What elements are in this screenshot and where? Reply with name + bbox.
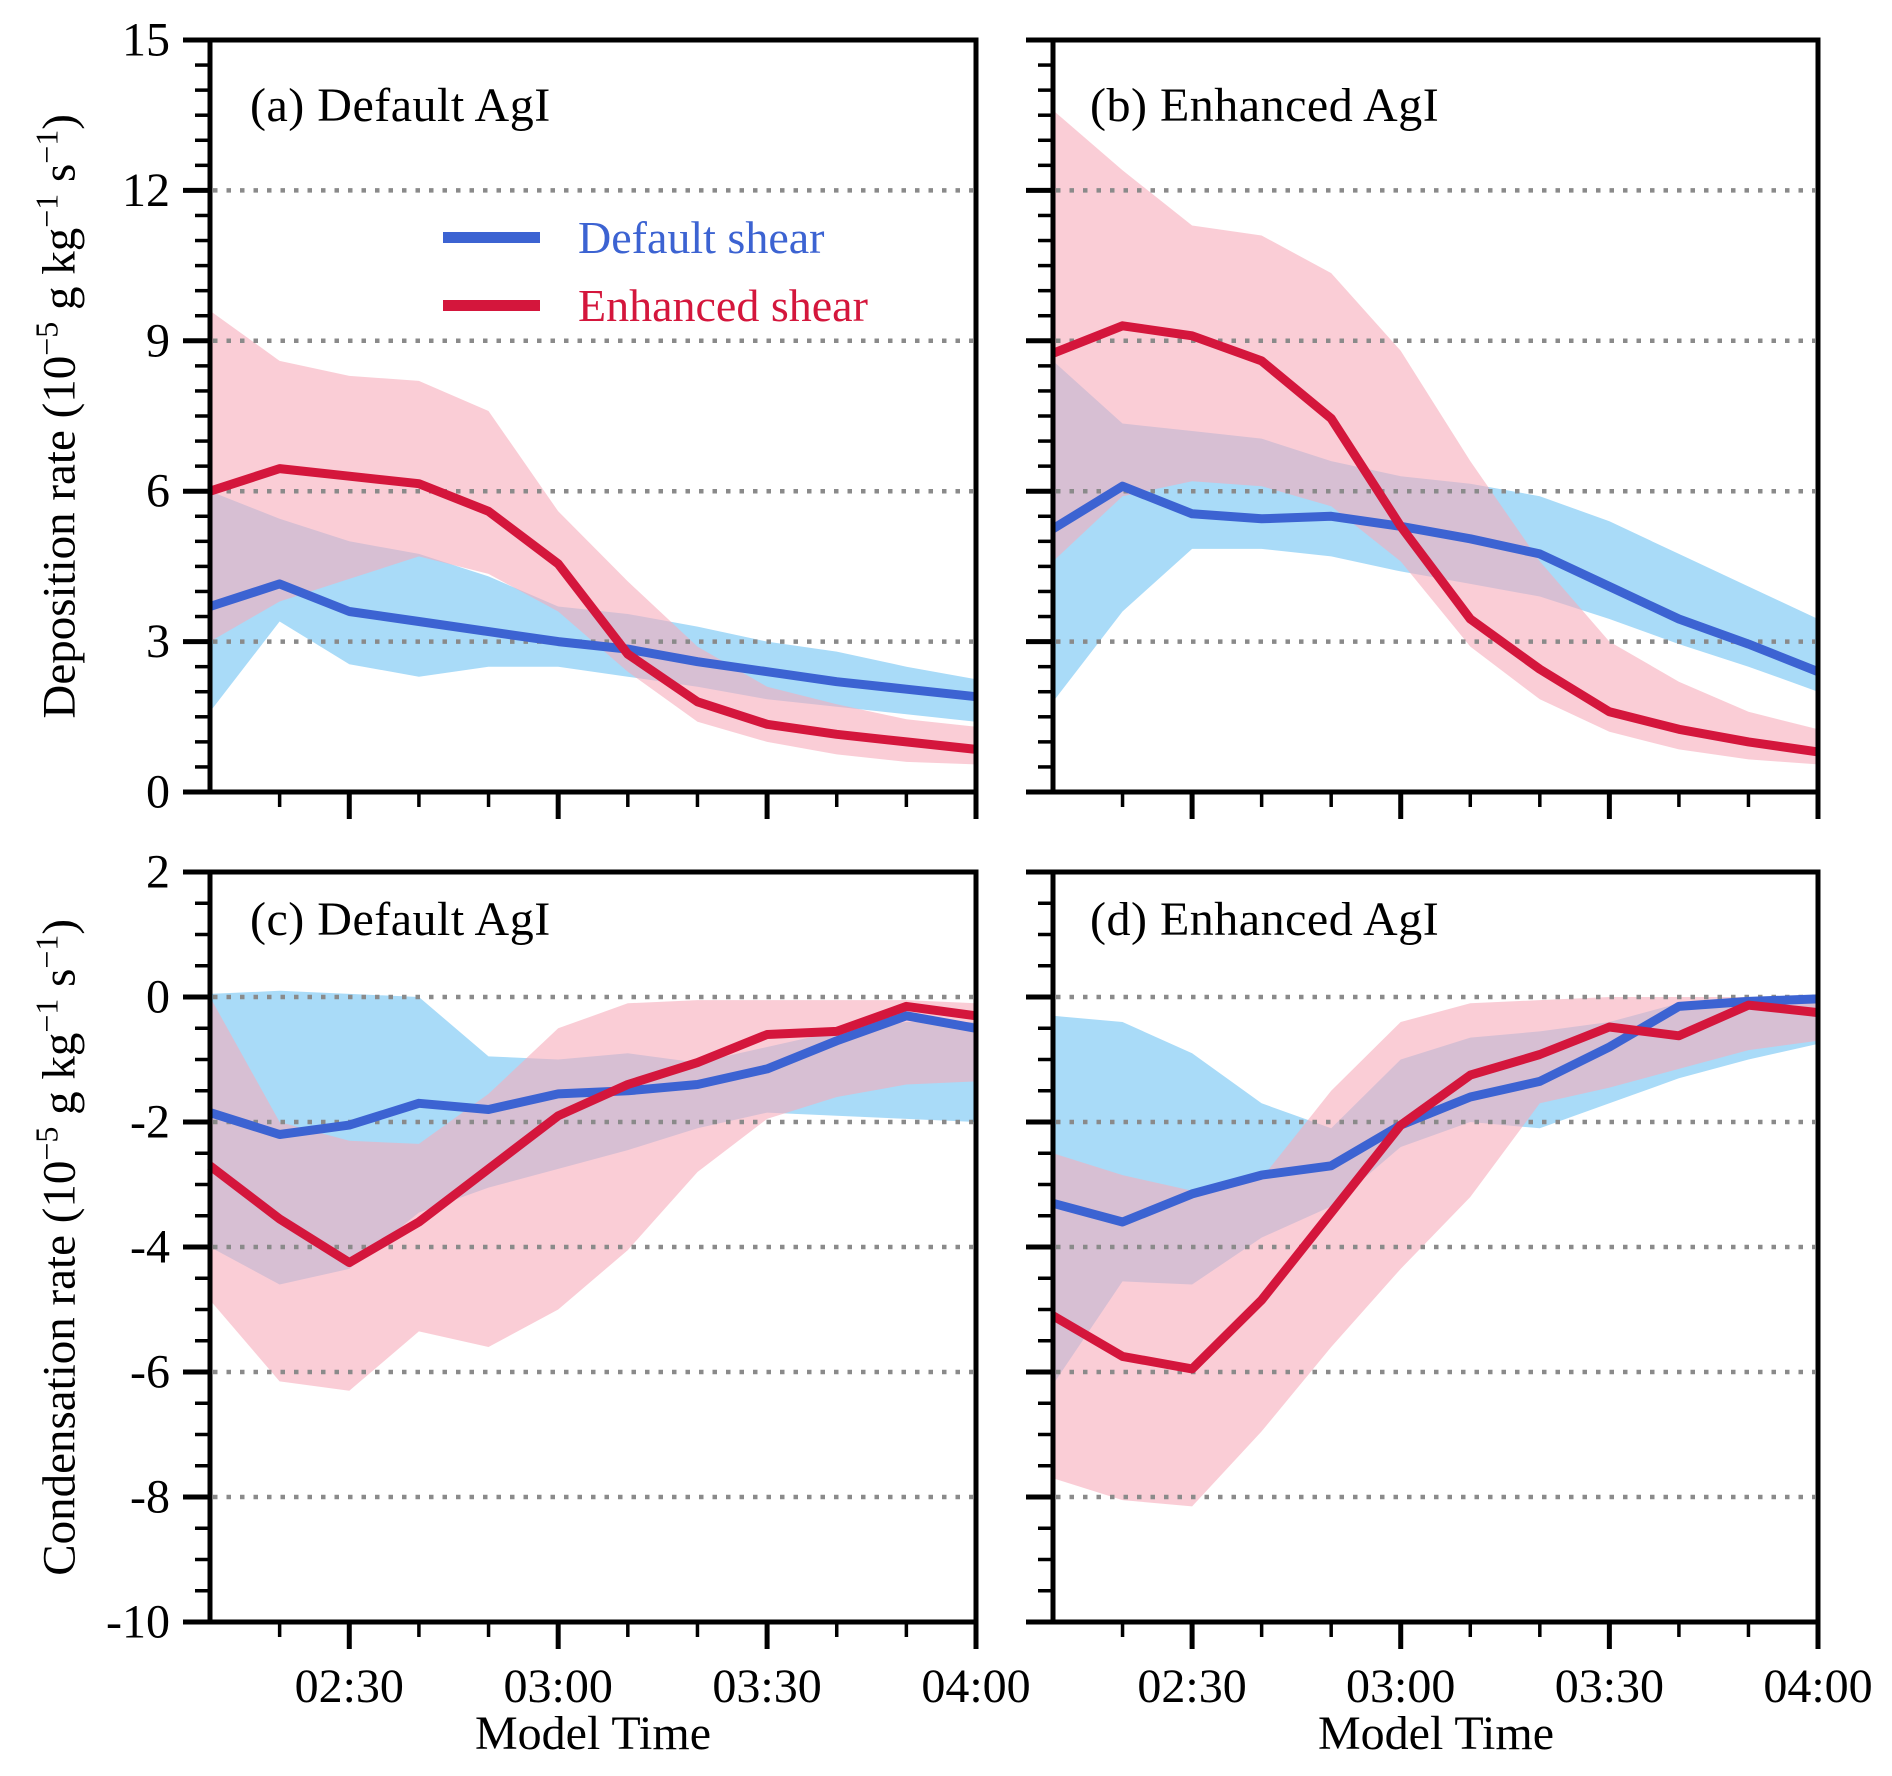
y-tick-label: 2 — [146, 846, 170, 899]
x-tick-label: 03:00 — [1346, 1660, 1455, 1713]
y-tick-label: 0 — [146, 766, 170, 819]
line-enhanced-shear — [1051, 321, 1819, 757]
panel-a: 0 3 6 9 12 15 — [122, 14, 979, 819]
y-tick-label: 0 — [146, 971, 170, 1024]
y-tick-label: -2 — [130, 1096, 170, 1149]
x-tick-label: 02:30 — [1137, 1660, 1246, 1713]
x-axis-title-left: Model Time — [474, 1707, 712, 1760]
line-default-shear — [208, 579, 977, 702]
y-tick-label: 9 — [146, 314, 170, 367]
x-tick-label: 02:30 — [295, 1660, 404, 1713]
band-enhanced-shear — [1053, 110, 1818, 765]
default-shear-line-swatch — [443, 231, 540, 243]
line-default-shear — [1050, 481, 1820, 676]
line-default-shear — [208, 1011, 977, 1139]
y-tick-label: -8 — [130, 1471, 170, 1524]
line-enhanced-shear — [208, 464, 977, 754]
panel-b — [1026, 37, 1821, 819]
x-tick-label: 04:00 — [921, 1660, 1030, 1713]
y-tick-label: -6 — [130, 1346, 170, 1399]
panel-d: 02:30 03:00 03:30 04:00 — [1026, 869, 1873, 1713]
y-axis-title-condensation: Condensation rate (10−5 g kg−1 s−1) — [29, 918, 86, 1576]
y-axis-title-deposition: Deposition rate (10−5 g kg−1 s−1) — [29, 114, 86, 719]
x-tick-label: 03:00 — [504, 1660, 613, 1713]
x-tick-label: 04:00 — [1763, 1660, 1872, 1713]
x-axis-title-right: Model Time — [1317, 1707, 1555, 1760]
legend: Default shear Enhanced shear — [443, 203, 868, 339]
panel-c: 2 0 -2 -4 -6 -8 -10 02:30 03:00 03:30 04:00 — [106, 846, 1031, 1714]
line-default-shear — [1051, 994, 1819, 1227]
legend-row-default-shear: Default shear — [443, 203, 868, 271]
y-tick-label: 6 — [146, 465, 170, 518]
legend-label-enhanced-shear: Enhanced shear — [578, 279, 868, 331]
panel-d-title: (d) Enhanced AgI — [1090, 893, 1440, 946]
y-tick-label: 12 — [122, 164, 170, 217]
band-enhanced-shear — [210, 997, 976, 1391]
band-default-shear — [1053, 997, 1818, 1385]
panel-b-title: (b) Enhanced AgI — [1090, 79, 1440, 132]
line-enhanced-shear — [207, 1001, 977, 1268]
x-tick-label: 03:30 — [1555, 1660, 1664, 1713]
x-tick-label: 03:30 — [712, 1660, 821, 1713]
legend-label-default-shear: Default shear — [578, 211, 825, 263]
y-tick-label: 3 — [146, 615, 170, 668]
panel-a-title: (a) Default AgI — [250, 79, 551, 132]
legend-row-enhanced-shear: Enhanced shear — [443, 271, 868, 339]
band-enhanced-shear — [210, 310, 976, 765]
y-tick-label: -4 — [130, 1221, 170, 1274]
band-enhanced-shear — [1053, 997, 1818, 1507]
enhanced-shear-line-swatch — [443, 299, 540, 311]
band-default-shear — [210, 491, 976, 722]
y-tick-label: -10 — [106, 1596, 170, 1649]
y-tick-label: 15 — [122, 14, 170, 67]
line-enhanced-shear — [1050, 1000, 1819, 1374]
panel-c-title: (c) Default AgI — [250, 893, 551, 946]
